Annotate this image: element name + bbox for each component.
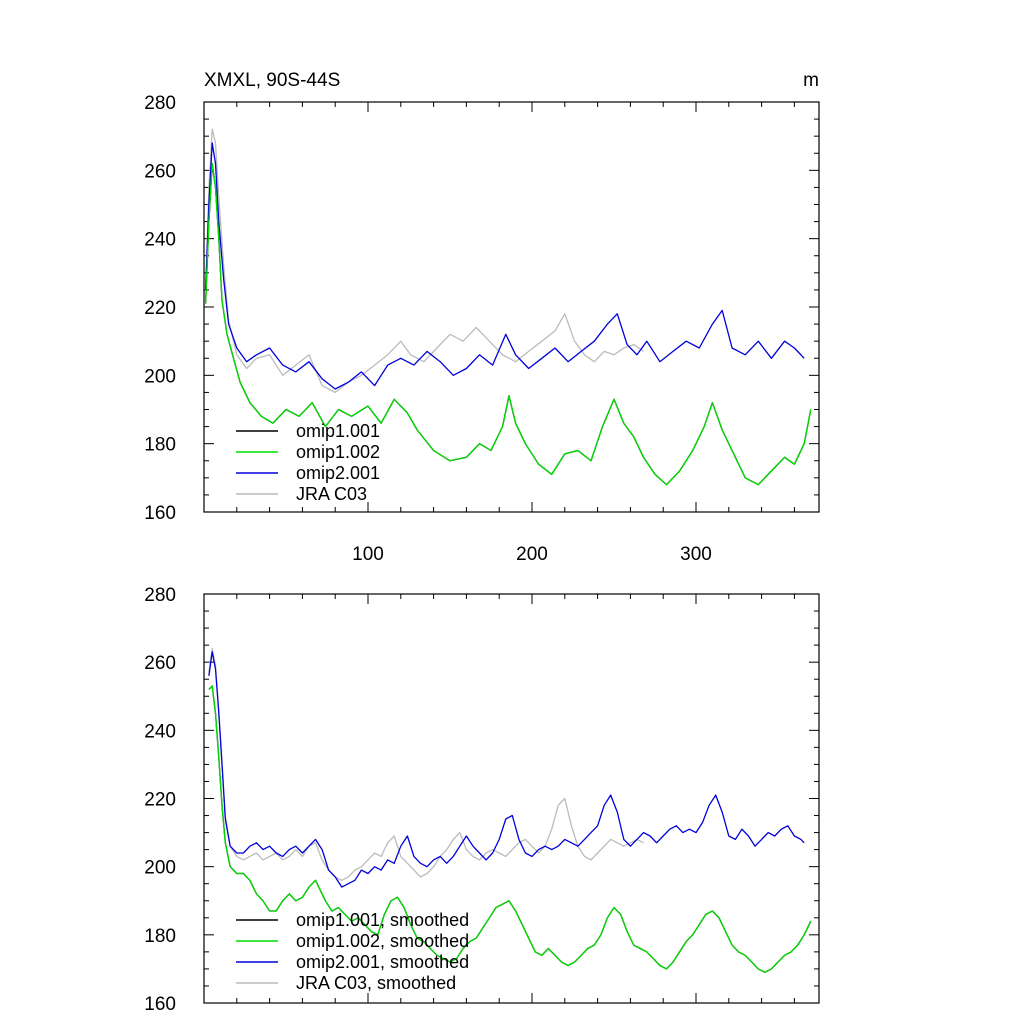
series-line-1 bbox=[208, 685, 812, 973]
series-line-2 bbox=[208, 651, 805, 888]
plot-frame bbox=[203, 593, 820, 1004]
y-tick-label: 240 bbox=[144, 721, 176, 742]
y-tick-label: 260 bbox=[144, 653, 176, 674]
legend-label: JRA C03 bbox=[296, 484, 367, 504]
y-tick-label: 200 bbox=[144, 366, 176, 387]
y-tick-label: 180 bbox=[144, 926, 176, 947]
axis-ticks: 160 180 200 220 240 260 280 100 200 300 bbox=[144, 93, 819, 565]
series-group bbox=[208, 647, 812, 973]
legend-label: omip1.001 bbox=[296, 421, 380, 441]
legend-label: omip1.002, smoothed bbox=[296, 931, 469, 951]
series-group bbox=[204, 128, 812, 486]
series-line-3 bbox=[204, 128, 644, 394]
series-line-1 bbox=[204, 162, 812, 486]
y-tick-label: 160 bbox=[144, 503, 176, 524]
plot-frame bbox=[203, 101, 820, 513]
x-tick-label: 300 bbox=[680, 544, 712, 565]
units-label: m bbox=[803, 70, 819, 91]
y-tick-label: 280 bbox=[144, 585, 176, 606]
y-tick-label: 200 bbox=[144, 858, 176, 879]
y-tick-label: 180 bbox=[144, 435, 176, 456]
y-tick-label: 240 bbox=[144, 230, 176, 251]
y-tick-label: 280 bbox=[144, 93, 176, 114]
x-tick-label: 200 bbox=[516, 544, 548, 565]
series-line-2 bbox=[204, 142, 805, 390]
y-tick-label: 260 bbox=[144, 161, 176, 182]
series-line-3 bbox=[208, 647, 644, 881]
bottom-panel-chart: 160 180 200 220 240 260 280 omip1.001, smoothe… bbox=[144, 585, 820, 1015]
x-tick-label: 100 bbox=[352, 544, 384, 565]
y-tick-label: 220 bbox=[144, 298, 176, 319]
chart-title: XMXL, 90S-44S bbox=[204, 70, 340, 91]
y-tick-label: 220 bbox=[144, 790, 176, 811]
legend-label: omip2.001 bbox=[296, 463, 380, 483]
legend-label: omip2.001, smoothed bbox=[296, 952, 469, 972]
legend-label: JRA C03, smoothed bbox=[296, 973, 456, 993]
legend-label: omip1.002 bbox=[296, 442, 380, 462]
axis-ticks: 160 180 200 220 240 260 280 bbox=[144, 585, 819, 1015]
y-tick-label: 160 bbox=[144, 994, 176, 1015]
legend-label: omip1.001, smoothed bbox=[296, 910, 469, 930]
top-panel-chart: XMXL, 90S-44S m 160 180 200 220 240 260 280 100… bbox=[144, 70, 820, 565]
